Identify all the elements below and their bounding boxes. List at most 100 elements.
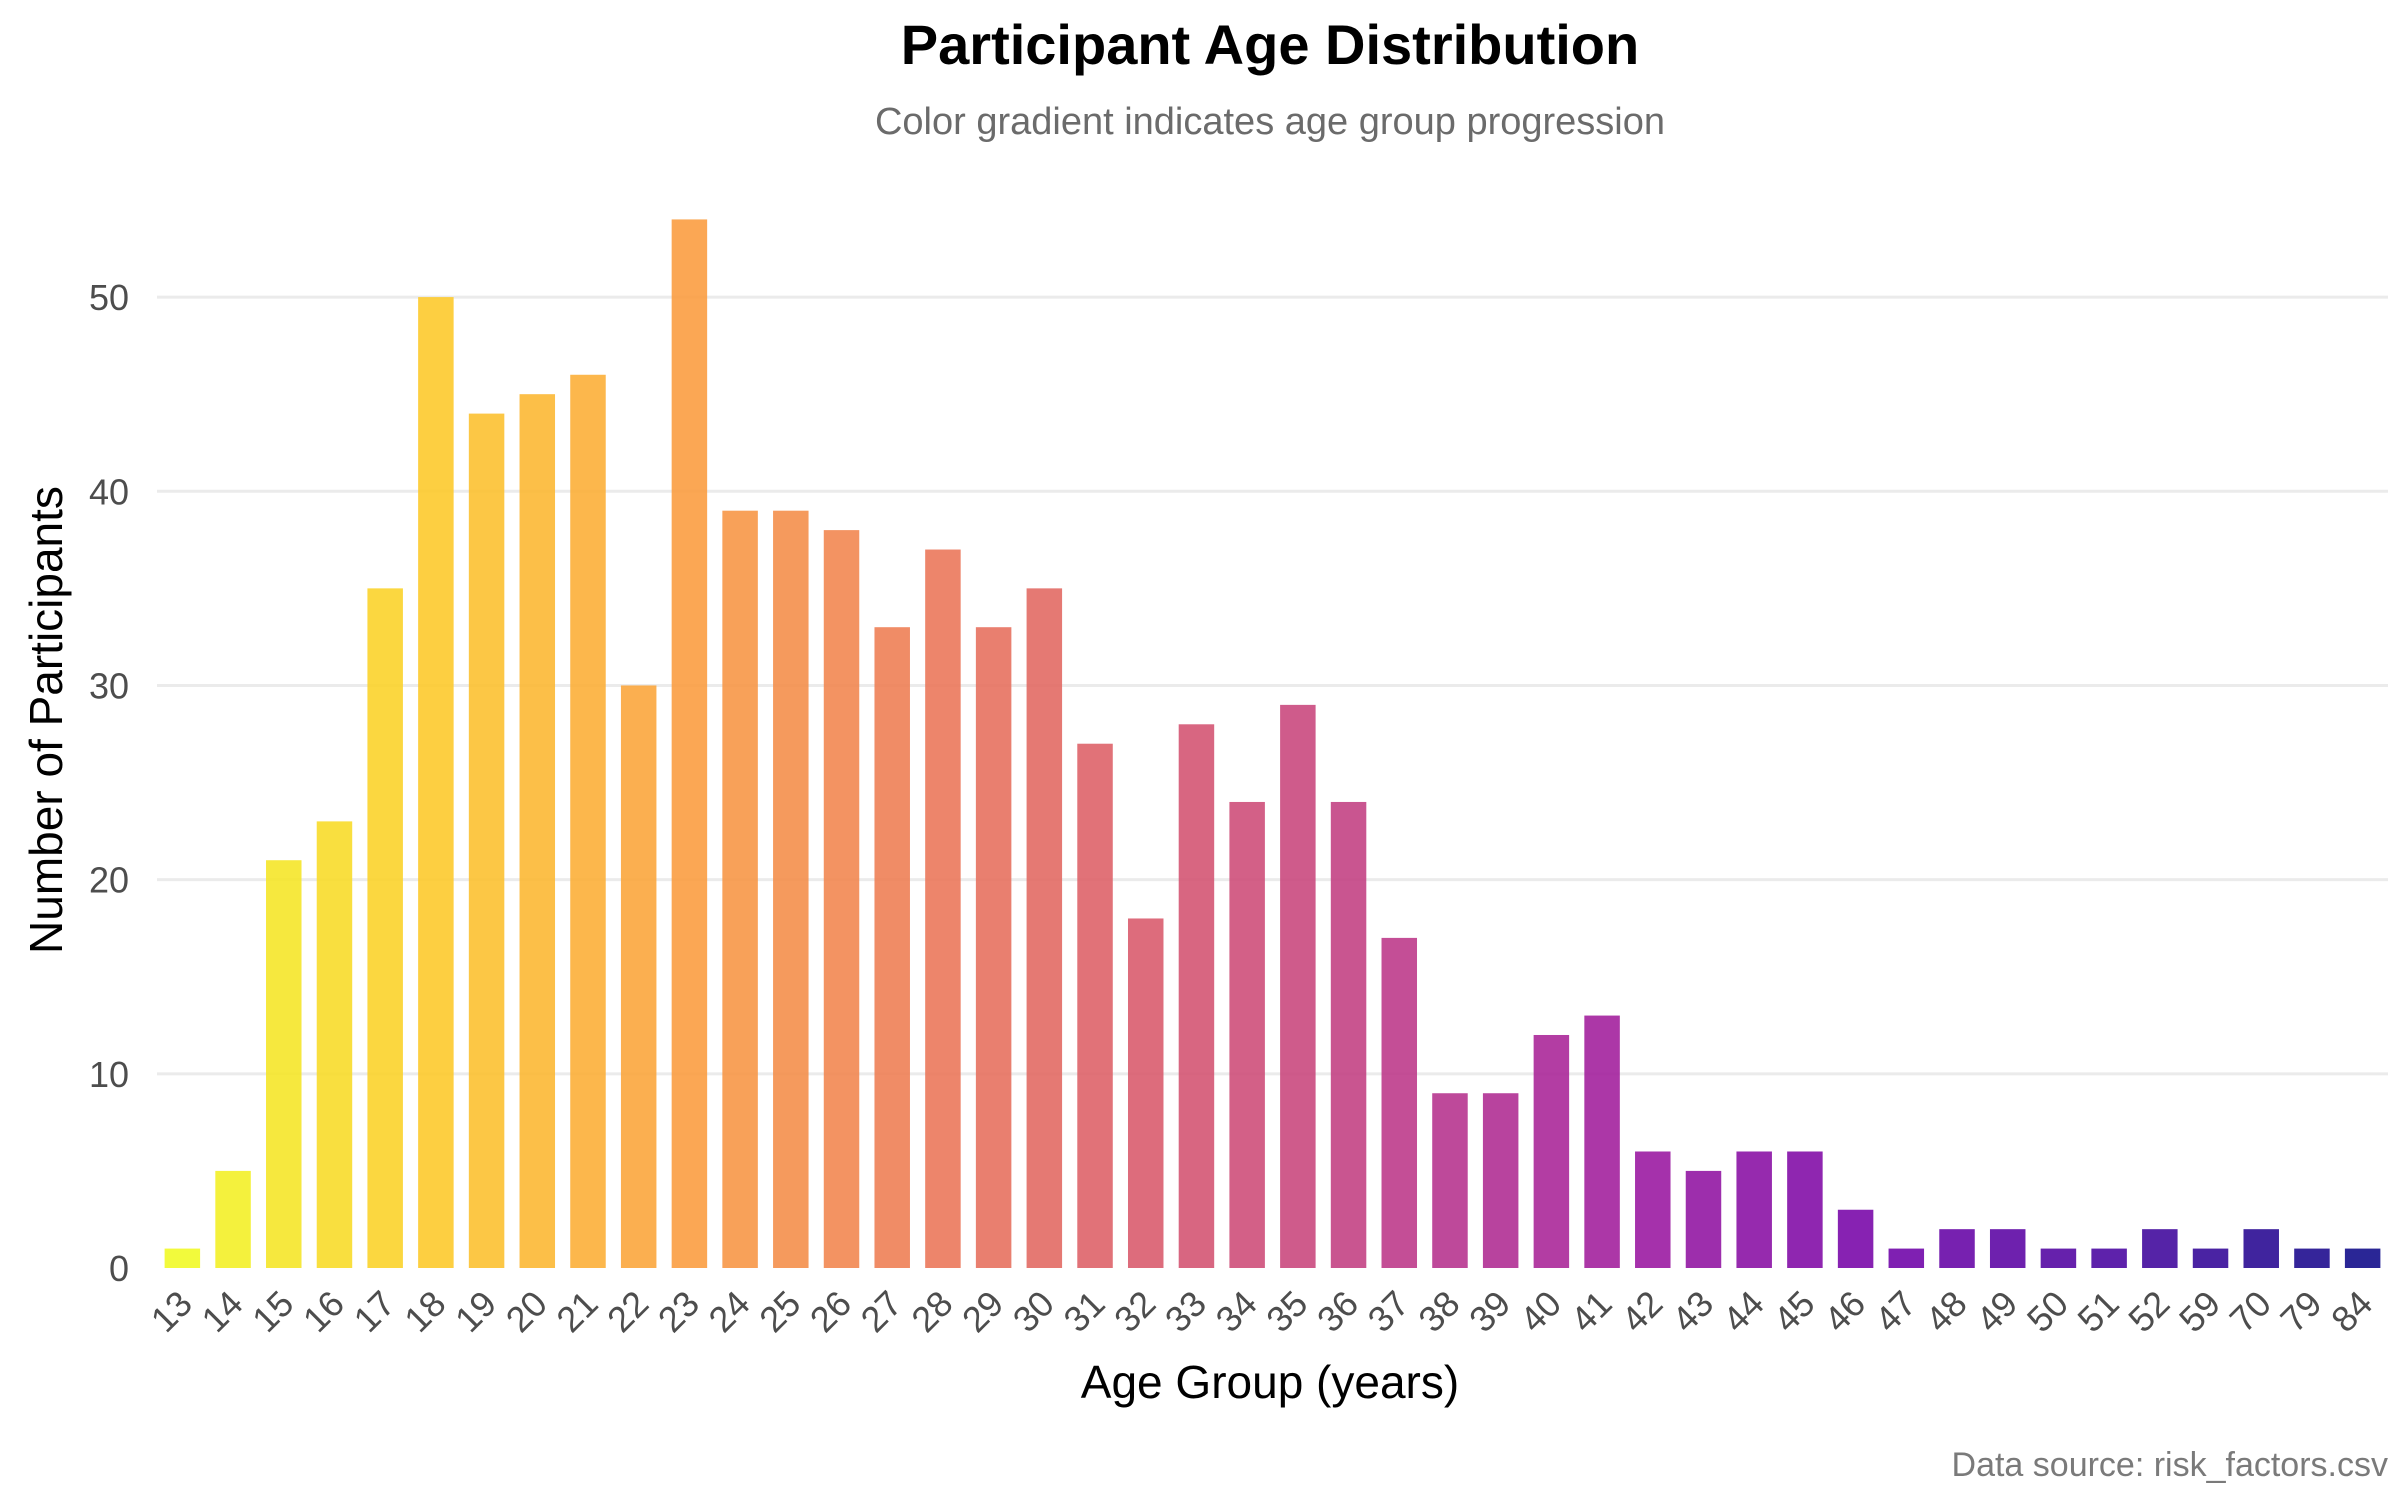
data-source-caption: Data source: risk_factors.csv (1952, 1446, 2388, 1484)
bar-age-43 (1685, 1170, 1722, 1268)
chart-subtitle: Color gradient indicates age group progr… (875, 101, 1665, 143)
bar-age-27 (874, 627, 910, 1268)
x-tick-label: 13 (143, 1283, 200, 1340)
x-tick-label: 79 (2272, 1283, 2329, 1340)
bar-age-26 (823, 530, 860, 1268)
y-axis-ticks: 0 10 20 30 40 50 (89, 277, 129, 1289)
bar-age-35 (1280, 704, 1316, 1268)
bar-age-31 (1077, 743, 1113, 1268)
x-tick-label: 46 (1816, 1283, 1873, 1340)
x-tick-label: 14 (193, 1283, 250, 1340)
bar-age-17 (367, 588, 403, 1268)
x-tick-label: 15 (244, 1283, 301, 1340)
x-tick-label: 26 (802, 1283, 859, 1340)
y-tick-label: 40 (89, 471, 129, 512)
y-tick-label: 30 (89, 665, 129, 706)
x-tick-label: 44 (1715, 1283, 1772, 1340)
x-tick-label: 36 (1309, 1283, 1366, 1340)
bar-age-48 (1939, 1229, 1975, 1268)
x-tick-label: 52 (2120, 1283, 2177, 1340)
x-tick-label: 49 (1968, 1283, 2025, 1340)
x-tick-label: 20 (498, 1283, 555, 1340)
bar-age-13 (164, 1248, 201, 1268)
bar-age-34 (1229, 801, 1265, 1268)
x-tick-label: 31 (1055, 1283, 1112, 1340)
x-tick-label: 48 (1917, 1283, 1974, 1340)
bar-age-70 (2243, 1229, 2279, 1268)
bar-age-20 (519, 394, 556, 1268)
bar-age-21 (570, 374, 606, 1268)
bar-age-79 (2294, 1248, 2330, 1268)
x-tick-label: 37 (1360, 1283, 1417, 1340)
x-tick-label: 47 (1867, 1283, 1924, 1340)
x-tick-label: 25 (751, 1283, 808, 1340)
x-tick-label: 29 (954, 1283, 1011, 1340)
bar-age-42 (1635, 1151, 1671, 1268)
bar-age-40 (1533, 1034, 1570, 1268)
x-tick-label: 42 (1613, 1283, 1670, 1340)
x-tick-label: 39 (1461, 1283, 1518, 1340)
x-axis-title: Age Group (years) (1081, 1356, 1459, 1408)
bar-age-29 (975, 627, 1012, 1268)
bar-age-28 (925, 549, 961, 1268)
bar-age-23 (671, 219, 708, 1268)
y-tick-label: 50 (89, 277, 129, 318)
bar-age-37 (1381, 937, 1418, 1268)
x-tick-label: 24 (700, 1283, 757, 1340)
x-tick-label: 28 (903, 1283, 960, 1340)
x-tick-label: 32 (1106, 1283, 1163, 1340)
bar-age-36 (1330, 801, 1367, 1268)
bar-age-44 (1736, 1151, 1772, 1268)
x-tick-label: 17 (346, 1283, 403, 1340)
bar-age-22 (620, 685, 657, 1268)
x-tick-label: 50 (2019, 1283, 2076, 1340)
x-tick-label: 27 (853, 1283, 910, 1340)
x-tick-label: 30 (1005, 1283, 1062, 1340)
x-tick-label: 35 (1258, 1283, 1315, 1340)
y-tick-label: 10 (89, 1054, 129, 1095)
x-tick-label: 19 (447, 1283, 504, 1340)
bar-age-50 (2040, 1248, 2077, 1268)
x-tick-label: 84 (2323, 1283, 2380, 1340)
x-tick-label: 23 (650, 1283, 707, 1340)
x-tick-label: 70 (2222, 1283, 2279, 1340)
bar-age-45 (1787, 1151, 1823, 1268)
x-tick-label: 18 (396, 1283, 453, 1340)
bar-age-59 (2192, 1248, 2229, 1268)
x-tick-label: 33 (1157, 1283, 1214, 1340)
y-axis-title: Number of Participants (20, 486, 72, 954)
bar-age-52 (2142, 1229, 2178, 1268)
bar-age-30 (1026, 588, 1063, 1268)
x-axis-ticks: 1314151617181920212223242526272829303132… (143, 1283, 2381, 1340)
bar-age-18 (418, 297, 454, 1268)
bar-age-25 (773, 510, 809, 1268)
x-tick-label: 43 (1664, 1283, 1721, 1340)
chart-title: Participant Age Distribution (901, 13, 1639, 76)
bar-age-16 (316, 821, 353, 1268)
bar-age-19 (468, 413, 505, 1269)
bar-age-14 (215, 1170, 251, 1268)
x-tick-label: 16 (295, 1283, 352, 1340)
bar-age-47 (1888, 1248, 1925, 1268)
bar-age-51 (2091, 1248, 2127, 1268)
x-tick-label: 45 (1765, 1283, 1822, 1340)
bar-age-84 (2344, 1248, 2381, 1268)
x-tick-label: 38 (1410, 1283, 1467, 1340)
x-tick-label: 22 (599, 1283, 656, 1340)
bar-age-32 (1127, 918, 1164, 1268)
x-tick-label: 59 (2171, 1283, 2228, 1340)
bar-age-39 (1482, 1093, 1519, 1268)
y-tick-label: 0 (109, 1248, 129, 1289)
bar-age-15 (266, 860, 302, 1268)
x-tick-label: 40 (1512, 1283, 1569, 1340)
bar-age-24 (722, 510, 758, 1268)
bar-age-33 (1178, 724, 1215, 1268)
x-tick-label: 34 (1207, 1283, 1264, 1340)
x-tick-label: 41 (1562, 1283, 1619, 1340)
bar-age-41 (1584, 1015, 1620, 1268)
bars (164, 219, 2381, 1269)
y-tick-label: 20 (89, 860, 129, 901)
bar-age-46 (1837, 1209, 1874, 1268)
